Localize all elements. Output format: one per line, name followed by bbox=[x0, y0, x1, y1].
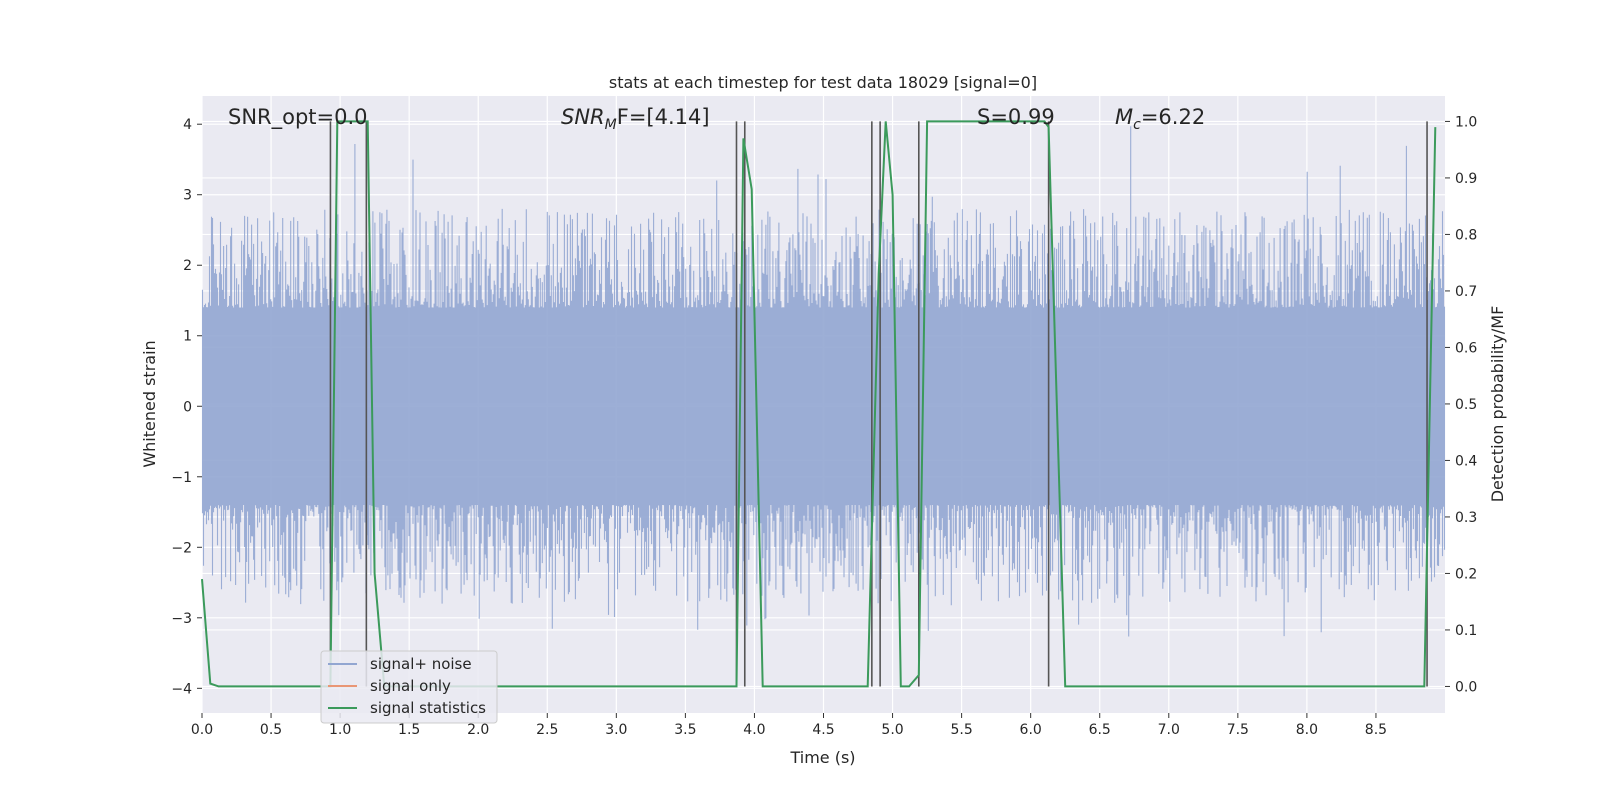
x-tick-label: 8.0 bbox=[1296, 722, 1318, 738]
left-tick-label: −2 bbox=[171, 540, 192, 556]
x-tick-label: 6.5 bbox=[1089, 722, 1111, 738]
x-tick-label: 2.0 bbox=[467, 722, 489, 738]
x-tick-label: 5.0 bbox=[881, 722, 903, 738]
x-tick-label: 7.5 bbox=[1227, 722, 1249, 738]
annotation-snr-opt: SNR_opt=0.0 bbox=[228, 105, 368, 130]
x-tick-label: 2.5 bbox=[536, 722, 558, 738]
series-signal-statistics bbox=[201, 120, 1437, 688]
annotation-mc-rest: =6.22 bbox=[1141, 105, 1205, 129]
left-tick-label: −3 bbox=[171, 611, 192, 627]
right-axis-ticks: 0.0 0.1 0.2 0.3 0.4 0.5 0.6 0.7 0.8 0.9 1.0 bbox=[1445, 114, 1477, 695]
right-tick-label: 1.0 bbox=[1455, 114, 1477, 130]
annotation-snr-mf: SNRMF=[4.14] bbox=[561, 105, 710, 133]
x-tick-label: 4.5 bbox=[812, 722, 834, 738]
left-axis-label: Whitened strain bbox=[140, 340, 159, 467]
legend-label-signal-only: signal only bbox=[370, 677, 451, 695]
right-axis-label: Detection probability/MF bbox=[1488, 306, 1507, 503]
annotation-mc-sub: c bbox=[1133, 117, 1141, 133]
left-tick-label: 4 bbox=[183, 117, 192, 133]
annotation-s: S=0.99 bbox=[977, 105, 1055, 129]
right-tick-label: 0.2 bbox=[1455, 566, 1477, 582]
detection-markers bbox=[329, 121, 1428, 687]
legend: signal+ noise signal only signal statist… bbox=[320, 650, 498, 724]
legend-label-signal-statistics: signal statistics bbox=[370, 699, 486, 717]
left-tick-label: −1 bbox=[171, 470, 192, 486]
noise-trace bbox=[201, 126, 1446, 637]
right-tick-label: 0.0 bbox=[1455, 679, 1477, 695]
right-tick-label: 0.7 bbox=[1455, 284, 1477, 300]
annotation-snr-mf-rest: F=[4.14] bbox=[617, 105, 710, 129]
x-axis-label: Time (s) bbox=[789, 748, 855, 767]
right-tick-label: 0.5 bbox=[1455, 397, 1477, 413]
chart-title: stats at each timestep for test data 180… bbox=[609, 73, 1037, 92]
x-tick-label: 6.0 bbox=[1020, 722, 1042, 738]
right-tick-label: 0.6 bbox=[1455, 340, 1477, 356]
signal-statistics-line bbox=[201, 120, 1437, 688]
right-tick-label: 0.3 bbox=[1455, 510, 1477, 526]
annotation-snr-mf-base: SNR bbox=[561, 105, 605, 129]
series-signal-plus-noise bbox=[201, 126, 1446, 637]
x-tick-label: 3.5 bbox=[674, 722, 696, 738]
legend-box bbox=[320, 650, 498, 724]
x-tick-label: 3.0 bbox=[605, 722, 627, 738]
left-tick-label: 1 bbox=[183, 329, 192, 345]
x-tick-label: 4.0 bbox=[743, 722, 765, 738]
legend-label-signal-plus-noise: signal+ noise bbox=[370, 655, 472, 673]
left-tick-label: 0 bbox=[183, 399, 192, 415]
x-tick-label: 7.0 bbox=[1158, 722, 1180, 738]
right-tick-label: 0.4 bbox=[1455, 453, 1477, 469]
right-tick-label: 0.8 bbox=[1455, 227, 1477, 243]
annotation-mc-base: M bbox=[1115, 105, 1133, 129]
left-tick-label: −4 bbox=[171, 681, 192, 697]
x-axis-ticks: 0.0 0.5 1.0 1.5 2.0 2.5 3.0 3.5 4.0 4.5 5.0 5.5 6.0 6… bbox=[191, 713, 1387, 738]
left-axis-ticks: −4 −3 −2 −1 0 1 2 3 4 bbox=[171, 117, 202, 697]
x-tick-label: 0.0 bbox=[191, 722, 213, 738]
x-tick-label: 0.5 bbox=[260, 722, 282, 738]
x-tick-label: 1.0 bbox=[329, 722, 351, 738]
x-tick-label: 5.5 bbox=[950, 722, 972, 738]
annotation-snr-mf-sub: M bbox=[605, 117, 617, 133]
left-tick-label: 3 bbox=[183, 188, 192, 204]
x-tick-label: 8.5 bbox=[1365, 722, 1387, 738]
right-tick-label: 0.1 bbox=[1455, 623, 1477, 639]
right-tick-label: 0.9 bbox=[1455, 171, 1477, 187]
annotation-mc: Mc=6.22 bbox=[1115, 105, 1205, 133]
x-tick-label: 1.5 bbox=[398, 722, 420, 738]
left-tick-label: 2 bbox=[183, 258, 192, 274]
